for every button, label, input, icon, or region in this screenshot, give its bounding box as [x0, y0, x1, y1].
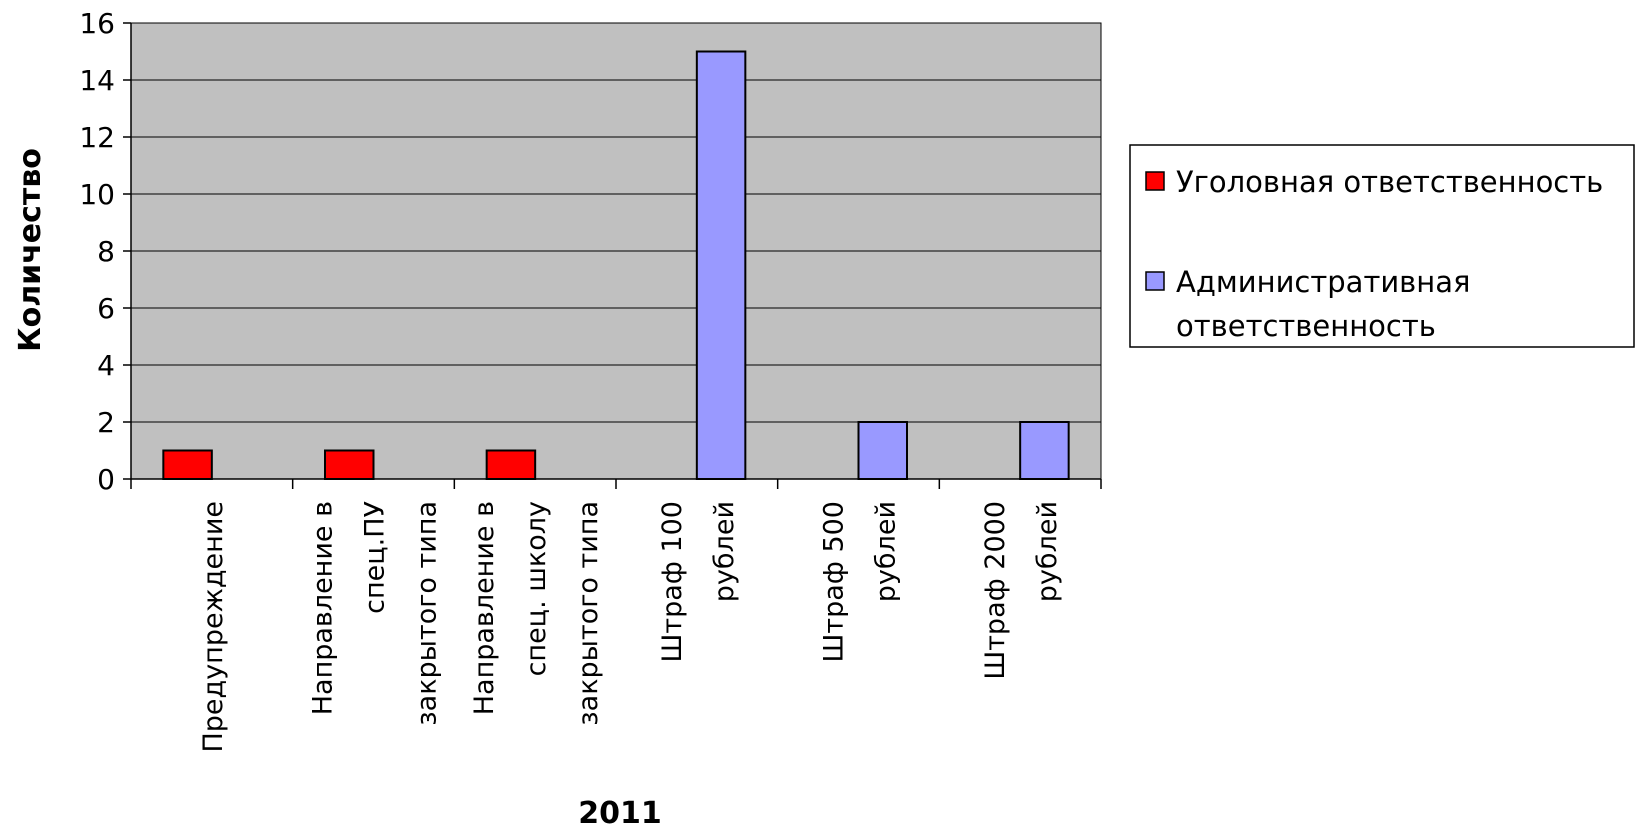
category-label: закрытого типа — [573, 501, 604, 726]
bars — [162, 50, 1070, 480]
category-label: Штраф 500 — [819, 501, 850, 663]
category-label: Направление в — [469, 501, 500, 715]
category-label: спец. школу — [521, 501, 552, 676]
category-labels: Предупреждение Направление в спец.ПУ закрыт… — [198, 501, 1063, 753]
y-tick-label: 0 — [97, 463, 115, 496]
legend-swatch-administrative — [1145, 271, 1165, 291]
category-label: Предупреждение — [198, 501, 229, 753]
legend-box — [1129, 144, 1635, 348]
y-tick-label: 4 — [97, 349, 115, 382]
y-axis: 0 2 4 6 8 10 12 14 16 — [79, 7, 132, 496]
y-tick-label: 6 — [97, 292, 115, 325]
category-label: рублей — [871, 501, 902, 602]
bar-criminal — [485, 449, 537, 480]
bar-administrative — [1019, 421, 1070, 480]
legend: Уголовная ответственность Административн… — [1129, 144, 1635, 348]
bar-criminal — [324, 449, 375, 480]
category-label: рублей — [1032, 501, 1063, 602]
legend-label-administrative: Административная ответственность — [1176, 265, 1480, 343]
category-label: Штраф 2000 — [980, 501, 1011, 680]
bar-administrative — [695, 50, 747, 480]
y-tick-label: 2 — [97, 406, 115, 439]
category-label: Штраф 100 — [657, 501, 688, 663]
x-axis — [130, 478, 1102, 489]
y-tick-label: 10 — [79, 178, 115, 211]
legend-label-criminal: Уголовная ответственность — [1176, 165, 1603, 199]
gridlines — [131, 22, 1101, 423]
y-axis-title: Количество — [13, 148, 48, 352]
y-tick-label: 16 — [79, 7, 115, 40]
category-label: спец.ПУ — [360, 501, 391, 614]
y-tick-label: 8 — [97, 235, 115, 268]
category-label: Направление в — [308, 501, 339, 715]
x-axis-title: 2011 — [578, 796, 662, 831]
category-label: закрытого типа — [412, 501, 443, 726]
bar-criminal — [162, 449, 213, 480]
y-tick-label: 14 — [79, 64, 115, 97]
category-label: рублей — [709, 501, 740, 602]
y-tick-label: 12 — [79, 121, 115, 154]
bar-administrative — [857, 421, 908, 480]
legend-swatch-criminal — [1145, 171, 1165, 191]
